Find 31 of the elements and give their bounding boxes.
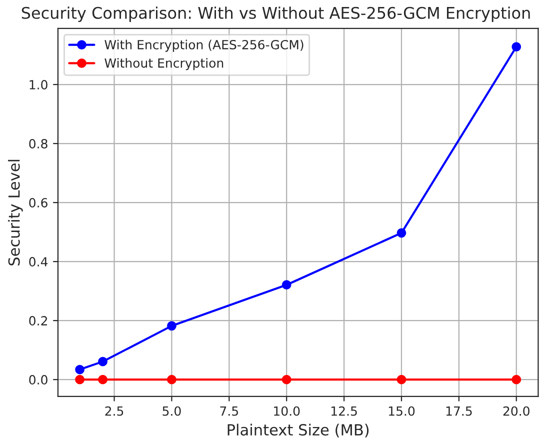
y-tick-label: 0.4 [29, 257, 48, 266]
point [512, 374, 522, 384]
x-tick-label: 12.5 [331, 406, 357, 416]
point [167, 374, 176, 384]
x-tick-label: 15.0 [388, 406, 415, 416]
x-tick-label: 20.0 [503, 406, 530, 416]
point [167, 321, 176, 331]
legend-label: Without Encryption [104, 58, 224, 70]
point [396, 228, 406, 238]
x-tick-label: 17.5 [446, 406, 472, 416]
y-tick-label: 1.0 [30, 80, 48, 90]
x-tick-label: 2.5 [105, 406, 124, 416]
legend-label: With Encryption (AES-256-GCM) [104, 40, 304, 52]
point [75, 364, 84, 374]
y-tick-label: 0.2 [29, 316, 47, 326]
point [396, 374, 406, 384]
point [282, 280, 292, 290]
x-tick-label: 5.0 [162, 406, 181, 416]
x-tick-label: 10.0 [274, 406, 300, 416]
y-tick-label: 0.6 [29, 198, 48, 208]
point [512, 42, 522, 52]
point [98, 374, 108, 384]
y-tick-label: 0.8 [29, 139, 48, 148]
y-axis-title: Security Level [8, 160, 23, 266]
point [75, 374, 84, 384]
x-tick-label: 7.5 [220, 406, 238, 416]
point [282, 374, 292, 384]
point [98, 356, 108, 366]
x-axis-title: Plaintext Size (MB) [228, 424, 369, 438]
chart-title: Security Comparison: With vs Without AES-256-GCM Encryption [22, 6, 530, 22]
y-tick-label: 0.0 [29, 375, 48, 384]
